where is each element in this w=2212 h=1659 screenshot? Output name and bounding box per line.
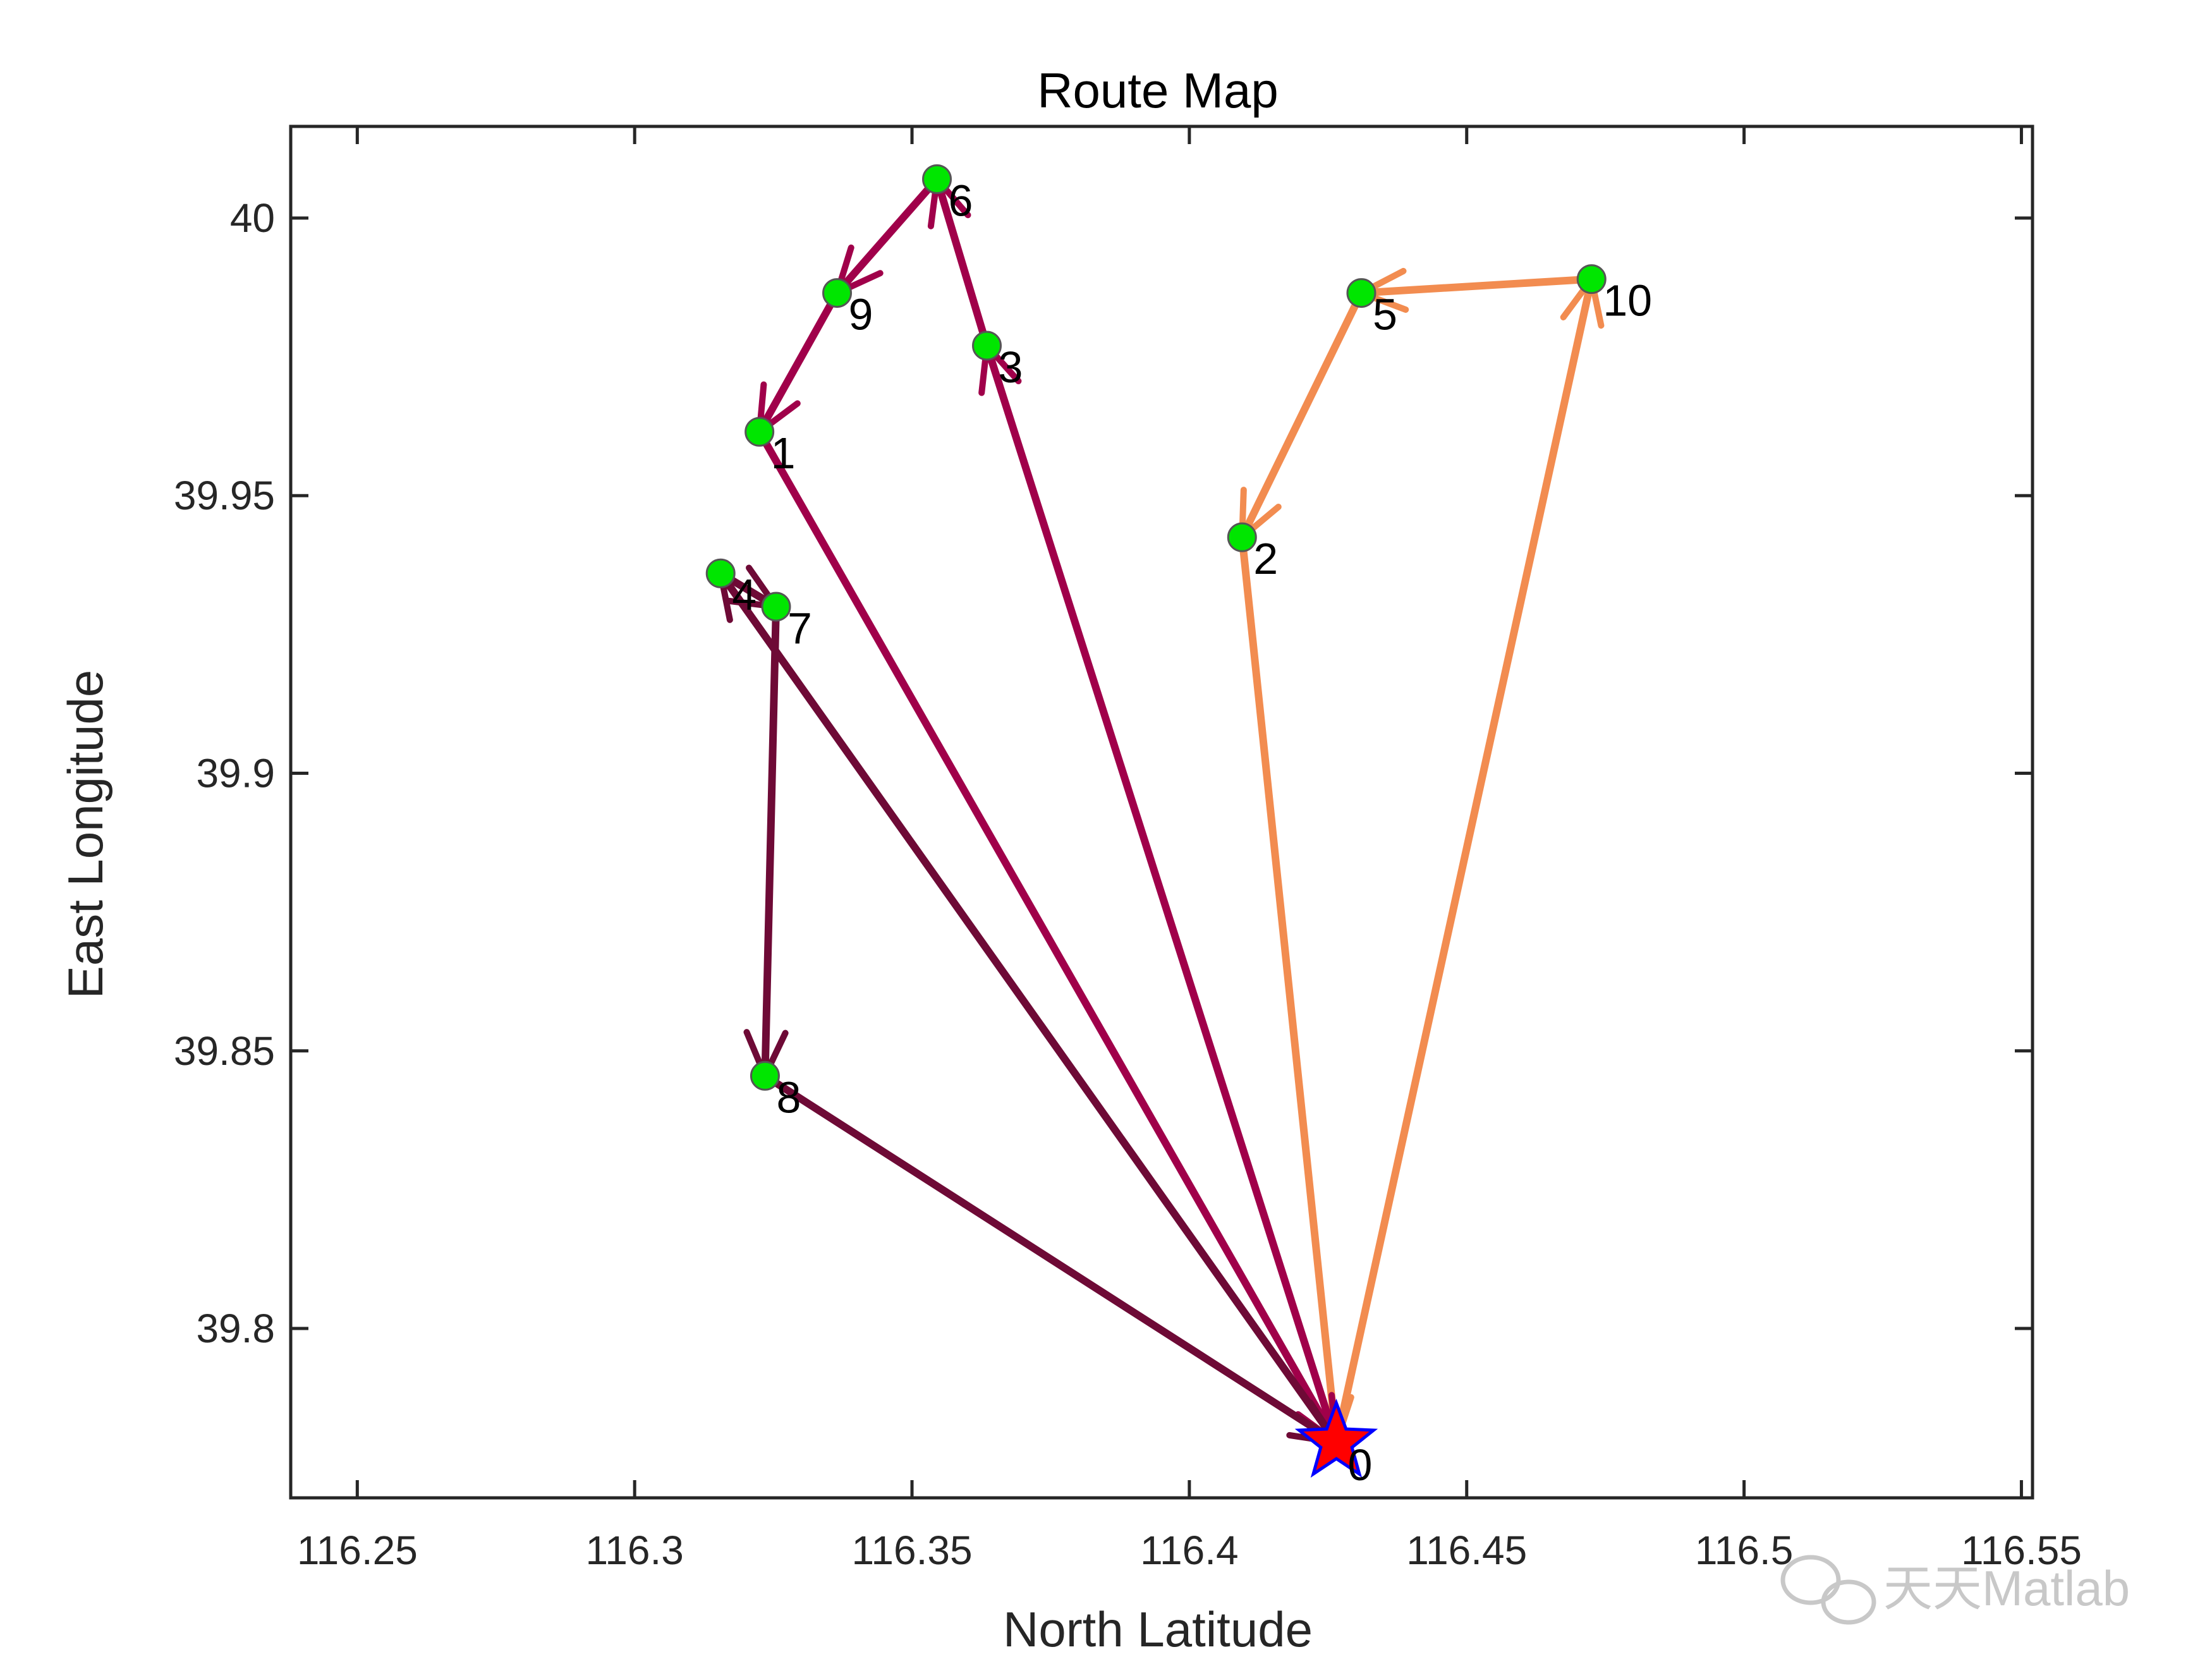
point-label: 7 bbox=[787, 604, 812, 653]
wechat-icon bbox=[1780, 1555, 1876, 1625]
point-label: 1 bbox=[771, 428, 796, 478]
customer-point bbox=[1576, 264, 1607, 295]
ticks-layer: 116.25 116.3 116.35 116.4 116.45 116.5 116.55 3… bbox=[174, 126, 2082, 1573]
point-label: 9 bbox=[849, 290, 873, 339]
customer-point bbox=[922, 164, 952, 194]
route-segment bbox=[1238, 289, 1365, 542]
chart-title: Route Map bbox=[1037, 63, 1279, 118]
y-tick-label: 39.9 bbox=[196, 751, 275, 796]
customer-point bbox=[761, 592, 791, 622]
customer-point bbox=[750, 1060, 780, 1091]
plot-frame bbox=[289, 125, 2034, 1500]
watermark: 天天Matlab bbox=[1780, 1555, 2130, 1625]
point-label: 4 bbox=[732, 570, 757, 619]
depot-star bbox=[1294, 1398, 1378, 1478]
watermark-text: 天天Matlab bbox=[1883, 1560, 2130, 1616]
x-tick-label: 116.35 bbox=[852, 1528, 973, 1573]
route-segment bbox=[755, 289, 841, 436]
route-segment bbox=[717, 569, 1340, 1447]
x-tick-label: 116.3 bbox=[585, 1528, 683, 1573]
points-layer: 1 2 3 4 5 6 7 8 9 10 0 bbox=[705, 164, 1652, 1490]
route-segment bbox=[1357, 275, 1596, 297]
y-tick-label: 39.95 bbox=[174, 473, 275, 518]
customer-point bbox=[1346, 278, 1376, 308]
route-segment bbox=[983, 342, 1340, 1447]
routes-layer bbox=[717, 175, 1605, 1447]
point-label: 2 bbox=[1253, 534, 1278, 583]
route-segment bbox=[761, 602, 780, 1080]
customer-point bbox=[705, 558, 736, 588]
route-segment bbox=[833, 175, 941, 297]
depot-label: 0 bbox=[1347, 1440, 1372, 1490]
customer-point bbox=[822, 278, 853, 308]
point-label: 8 bbox=[776, 1073, 801, 1122]
route-segment bbox=[761, 1072, 1340, 1447]
y-axis-label: East Longitude bbox=[58, 670, 113, 999]
y-tick-label: 40 bbox=[230, 195, 275, 241]
y-tick-label: 39.85 bbox=[174, 1028, 275, 1074]
x-tick-label: 116.55 bbox=[1961, 1528, 2082, 1573]
point-label: 5 bbox=[1373, 290, 1397, 339]
point-label: 3 bbox=[999, 343, 1023, 392]
route-segment bbox=[933, 175, 991, 350]
x-tick-label: 116.25 bbox=[297, 1528, 418, 1573]
customer-point bbox=[972, 331, 1002, 361]
x-tick-label: 116.4 bbox=[1140, 1528, 1238, 1573]
customer-point bbox=[744, 416, 775, 447]
customer-point bbox=[1227, 522, 1257, 552]
x-tick-label: 116.45 bbox=[1406, 1528, 1527, 1573]
point-label: 10 bbox=[1603, 276, 1652, 325]
route-segment bbox=[1332, 275, 1596, 1447]
route-segment bbox=[755, 428, 1340, 1447]
x-axis-label: North Latitude bbox=[1003, 1601, 1313, 1657]
x-tick-label: 116.5 bbox=[1695, 1528, 1793, 1573]
route-segment bbox=[1238, 533, 1340, 1447]
y-tick-label: 39.8 bbox=[196, 1306, 275, 1351]
point-label: 6 bbox=[949, 176, 973, 225]
